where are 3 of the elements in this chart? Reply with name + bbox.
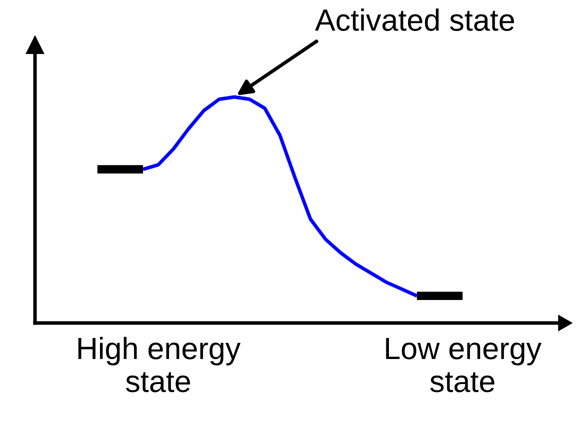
x-tick-label: High energy state [78,336,241,392]
text: Activated state [315,8,514,31]
x-tick-label: Low energy state [386,338,542,392]
